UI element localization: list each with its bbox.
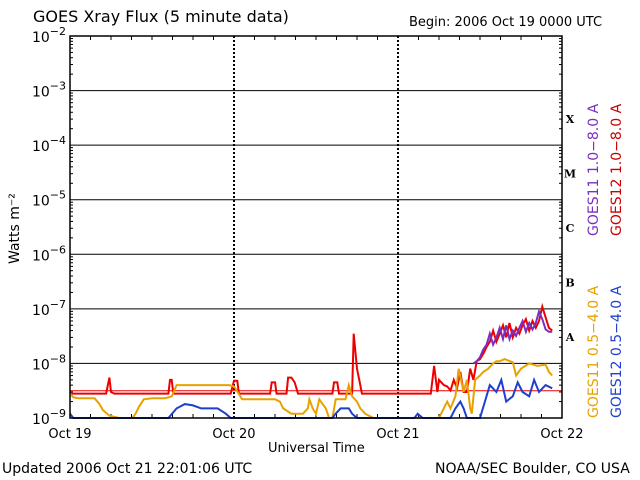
x-axis-label: Universal Time (268, 441, 365, 456)
legend-entry: GOES12 0.5−4.0 A (609, 285, 625, 418)
series-line-goes11-0-5-4-0-a (69, 358, 553, 419)
y-tick-label: 10−9 (32, 407, 66, 428)
x-tick-label: Oct 22 (540, 427, 583, 442)
series-line-goes11-1-0-8-0-a (472, 308, 553, 365)
legend-entry: GOES11 1.0−8.0 A (586, 103, 602, 236)
series-line-goes12-1-0-8-0-a (70, 302, 553, 395)
y-tick-label: 10−7 (32, 298, 66, 319)
plot-frame (69, 35, 563, 419)
y-axis-label: Watts m⁻² (7, 193, 23, 264)
updated-footer: Updated 2006 Oct 21 22:01:06 UTC (2, 461, 253, 477)
y-tick-label: 10−6 (32, 243, 66, 264)
x-tick-label: Oct 20 (212, 427, 255, 442)
y-tick-label: 10−5 (32, 189, 66, 210)
y-tick-label: 10−4 (32, 134, 66, 155)
flare-class-label: X (566, 113, 575, 126)
credit-footer: NOAA/SEC Boulder, CO USA (435, 461, 630, 477)
flare-class-label: A (565, 331, 575, 344)
chart-title: GOES Xray Flux (5 minute data) (33, 7, 289, 26)
flare-class-label: B (565, 277, 574, 290)
legend-entry: GOES12 1.0−8.0 A (609, 103, 625, 236)
legend-entry: GOES11 0.5−4.0 A (586, 285, 602, 418)
x-tick-label: Oct 19 (48, 427, 91, 442)
x-tick-label: Oct 21 (376, 427, 419, 442)
flare-class-label: M (564, 167, 576, 180)
flare-class-label: C (566, 222, 575, 235)
y-tick-label: 10−2 (32, 25, 66, 46)
y-tick-label: 10−8 (32, 352, 66, 373)
begin-label: Begin: 2006 Oct 19 0000 UTC (409, 15, 603, 30)
y-tick-label: 10−3 (32, 80, 66, 101)
series-line-goes12-0-5-4-0-a (69, 376, 553, 419)
